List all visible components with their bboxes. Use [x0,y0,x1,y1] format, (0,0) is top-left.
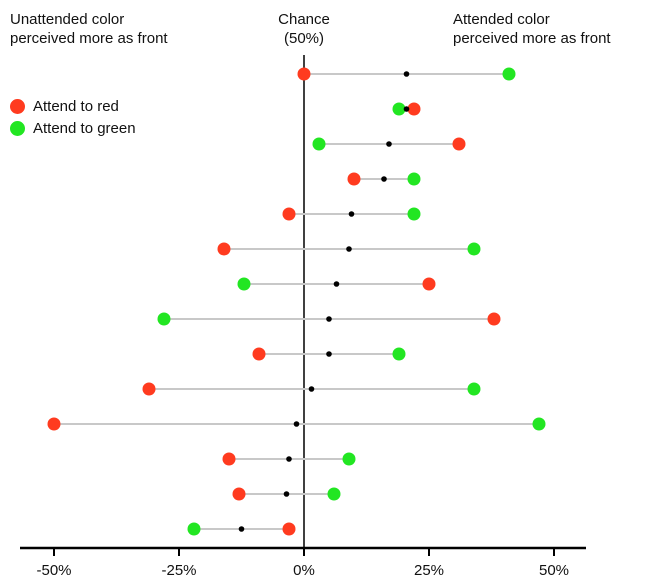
green-point [312,137,326,151]
green-point [342,452,356,466]
right-annotation-line1: Attended color [453,11,550,28]
mean-point [333,281,340,287]
red-point [297,67,311,81]
data-row [222,452,356,466]
x-tick-label: 0% [293,562,315,579]
red-point [222,452,236,466]
mean-point [403,106,410,112]
red-point [252,347,266,361]
data-row [217,242,481,256]
data-row [237,277,436,291]
green-point [532,417,546,431]
green-point [467,242,481,256]
mean-point [403,71,410,77]
data-row [157,312,501,326]
legend: Attend to red Attend to green [10,95,136,139]
mean-point [308,386,315,392]
data-row [47,417,546,431]
legend-item-green: Attend to green [10,117,136,139]
mean-point [238,526,245,532]
red-point [47,417,61,431]
green-point [237,277,251,291]
data-row [297,67,516,81]
data-row [312,137,466,151]
legend-label-red: Attend to red [33,97,119,115]
left-annotation: Unattended color perceived more as front [10,10,168,48]
data-row [392,102,421,116]
legend-red-dot-icon [10,98,25,114]
left-annotation-line1: Unattended color [10,11,125,28]
green-point [187,522,201,536]
red-point [217,242,231,256]
chance-annotation-line1: Chance [278,11,330,28]
mean-point [326,316,332,322]
x-ticks: -50% -25% 0% 25% 50% [36,548,569,579]
green-point [327,487,341,501]
chance-annotation-line2: (50%) [283,30,324,47]
mean-point [283,491,290,497]
red-point [452,137,466,151]
left-annotation-line2: perceived more as front [10,30,168,47]
red-point [232,487,246,501]
green-point [467,382,481,396]
legend-label-green: Attend to green [33,119,136,137]
red-point [422,277,436,291]
green-point [502,67,516,81]
x-tick-label: 50% [539,562,569,579]
mean-point [293,421,300,427]
data-row [142,382,481,396]
mean-point [381,176,387,182]
legend-item-red: Attend to red [10,95,136,117]
data-row [347,172,421,186]
green-point [407,172,421,186]
legend-green-dot-icon [10,120,25,136]
data-row [232,487,341,501]
mean-point [348,211,355,217]
right-annotation: Attended color perceived more as front [453,10,611,48]
green-point [392,347,406,361]
red-point [282,522,296,536]
green-point [392,102,406,116]
chance-annotation: Chance (50%) [254,10,354,48]
data-row [252,347,406,361]
green-point [407,207,421,221]
mean-point [386,141,392,147]
x-tick-label: 25% [414,562,444,579]
mean-point [326,351,332,357]
mean-point [286,456,292,462]
mean-point [346,246,352,252]
red-point [407,102,421,116]
red-point [282,207,296,221]
red-point [347,172,361,186]
x-tick-label: -25% [161,562,196,579]
data-row [282,207,421,221]
right-annotation-line2: perceived more as front [453,30,611,47]
data-rows [47,67,546,536]
red-point [142,382,156,396]
red-point [487,312,501,326]
data-row [187,522,296,536]
green-point [157,312,171,326]
x-tick-label: -50% [36,562,71,579]
